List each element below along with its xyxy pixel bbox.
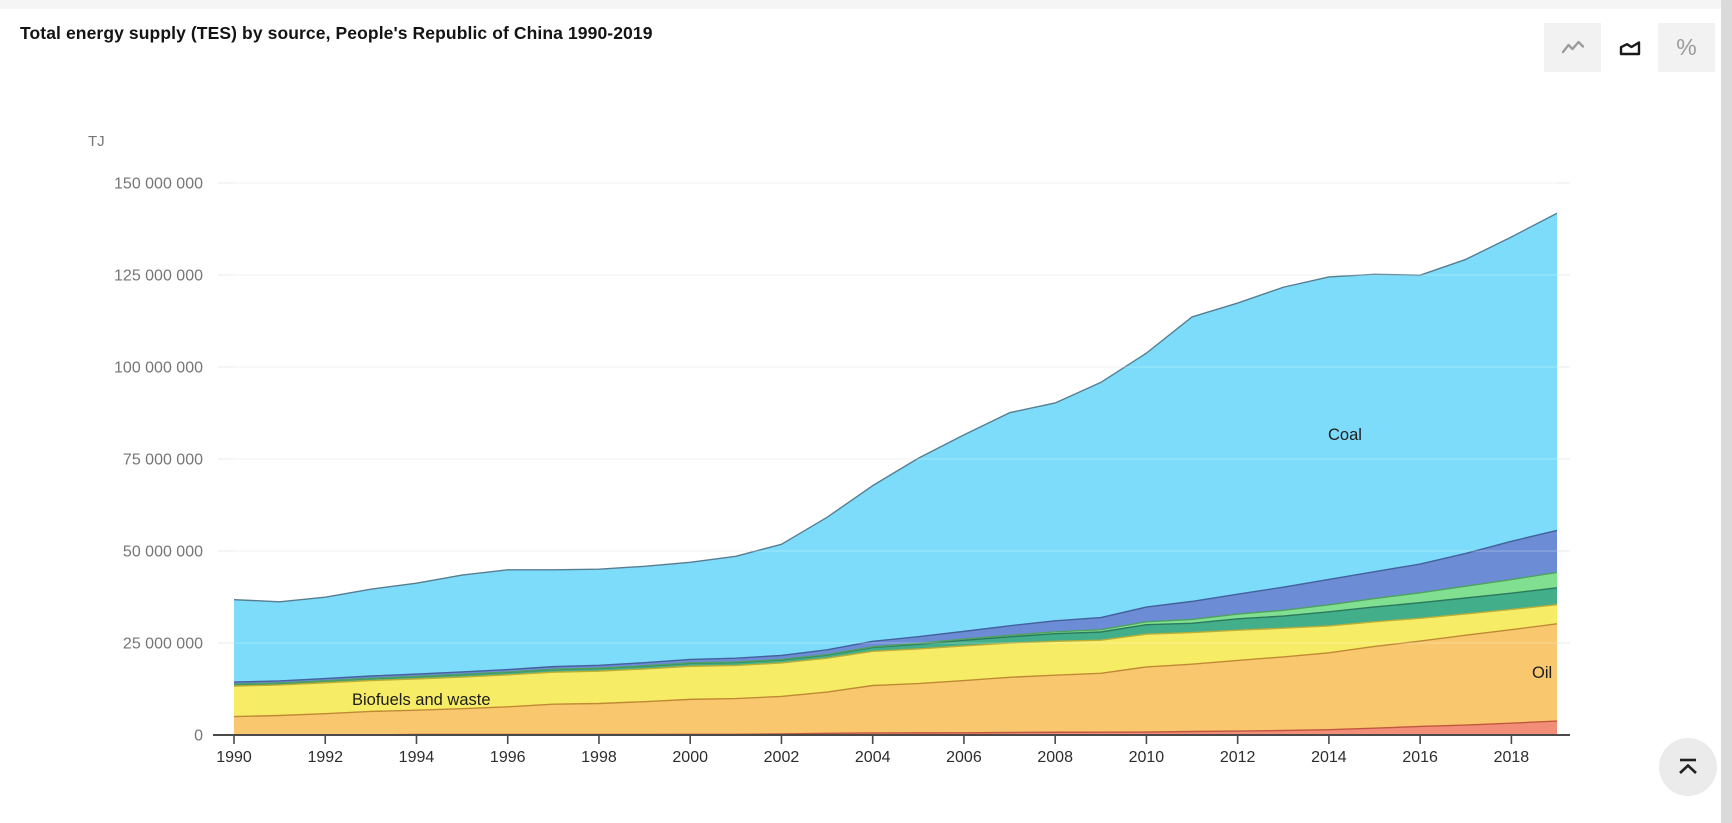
page-scrollbar[interactable]	[1721, 0, 1732, 823]
line-chart-icon	[1561, 40, 1584, 53]
area-coal-outline	[233, 212, 1558, 603]
y-tick-label: 0	[194, 728, 203, 745]
x-tick-label: 2010	[1129, 749, 1165, 766]
y-tick-label: 75 000 000	[123, 452, 203, 469]
area-label-coal: Coal	[1328, 426, 1362, 444]
area-natural-gas[interactable]	[234, 530, 1557, 685]
y-tick-label: 25 000 000	[123, 636, 203, 653]
x-tick-label: 1996	[490, 749, 526, 766]
stacked-area-icon	[1619, 40, 1640, 55]
scroll-to-top-icon	[1679, 758, 1697, 774]
x-tick-label: 2000	[672, 749, 708, 766]
area-label-biofuels-and-waste: Biofuels and waste	[352, 691, 491, 709]
y-tick-label: 50 000 000	[123, 544, 203, 561]
x-tick-label: 1992	[307, 749, 343, 766]
x-tick-label: 2014	[1311, 749, 1347, 766]
area-label-oil: Oil	[1532, 664, 1552, 682]
x-tick-label: 2012	[1220, 749, 1256, 766]
area-biofuels-and-waste[interactable]	[234, 604, 1557, 717]
top-strip	[0, 0, 1732, 9]
x-tick-label: 2006	[946, 749, 982, 766]
area-oil-outline	[233, 623, 1558, 718]
x-tick-label: 2016	[1402, 749, 1438, 766]
scroll-to-top-button[interactable]	[1659, 738, 1717, 796]
x-tick-label: 2002	[764, 749, 800, 766]
area-oil[interactable]	[234, 623, 1557, 735]
area-natural-gas-outline	[233, 529, 1558, 683]
area-coal[interactable]	[234, 213, 1557, 683]
x-tick-label: 2008	[1037, 749, 1073, 766]
y-tick-label: 100 000 000	[114, 360, 203, 377]
stacked-area-toggle[interactable]	[1601, 23, 1658, 72]
percent-toggle[interactable]: %	[1658, 23, 1715, 72]
percent-icon: %	[1676, 34, 1697, 60]
x-tick-label: 2018	[1494, 749, 1530, 766]
x-tick-label: 2004	[855, 749, 891, 766]
chart-type-toolbar: %	[1544, 23, 1715, 72]
x-tick-label: 1998	[581, 749, 617, 766]
line-chart-toggle[interactable]	[1544, 23, 1601, 72]
x-tick-label: 1990	[216, 749, 252, 766]
y-axis-unit: TJ	[88, 133, 105, 150]
x-tick-label: 1994	[399, 749, 435, 766]
area-wind-solar-etc-outline	[233, 571, 1558, 685]
y-tick-label: 150 000 000	[114, 176, 203, 193]
area-biofuels-and-waste-outline	[233, 604, 1558, 687]
page-title: Total energy supply (TES) by source, Peo…	[20, 23, 653, 43]
y-tick-label: 125 000 000	[114, 268, 203, 285]
